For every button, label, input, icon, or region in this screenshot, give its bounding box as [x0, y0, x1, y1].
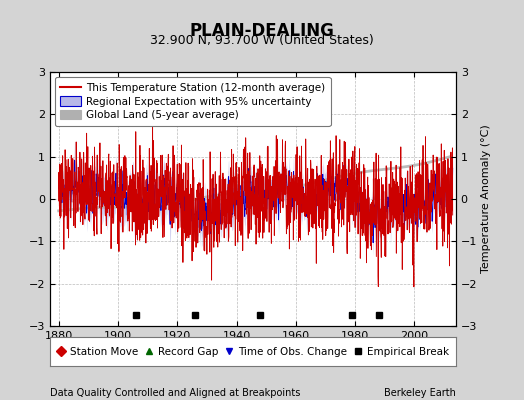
Legend: Station Move, Record Gap, Time of Obs. Change, Empirical Break: Station Move, Record Gap, Time of Obs. C… [53, 342, 453, 361]
Text: PLAIN-DEALING: PLAIN-DEALING [190, 22, 334, 40]
Y-axis label: Temperature Anomaly (°C): Temperature Anomaly (°C) [482, 125, 492, 273]
Text: Berkeley Earth: Berkeley Earth [384, 388, 456, 398]
Text: 32.900 N, 93.700 W (United States): 32.900 N, 93.700 W (United States) [150, 34, 374, 47]
Text: Data Quality Controlled and Aligned at Breakpoints: Data Quality Controlled and Aligned at B… [50, 388, 300, 398]
Legend: This Temperature Station (12-month average), Regional Expectation with 95% uncer: This Temperature Station (12-month avera… [55, 77, 331, 126]
